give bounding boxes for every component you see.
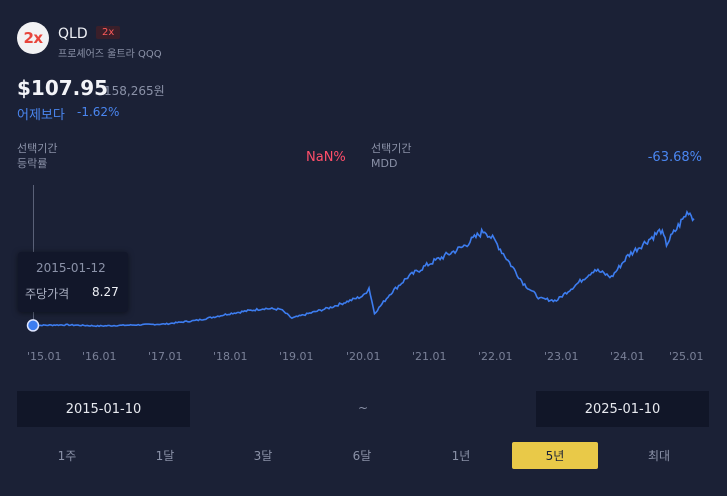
fund-name: 프로셰어즈 울트라 QQQ <box>58 49 162 60</box>
data-point <box>65 324 67 326</box>
x-tick-label: '19.01 <box>279 350 314 363</box>
data-point <box>495 241 497 243</box>
mdd-label: 선택기간 MDD <box>371 141 411 171</box>
data-point <box>627 255 629 257</box>
data-point <box>484 229 486 231</box>
data-point <box>429 263 431 265</box>
range-separator: ~ <box>358 401 369 415</box>
hover-point <box>26 319 40 332</box>
start-date-field[interactable]: 2015-01-10 <box>17 391 190 427</box>
period-return-label-line1: 선택기간 <box>17 142 58 155</box>
change-label: 어제보다 <box>17 108 65 123</box>
data-point <box>688 210 690 212</box>
data-point <box>462 246 464 248</box>
data-point <box>98 325 100 327</box>
period-return-label: 선택기간 등락률 <box>17 141 57 171</box>
x-tick-label: '21.01 <box>412 350 447 363</box>
data-point <box>407 276 409 278</box>
fund-logo: 2x <box>17 22 49 54</box>
data-point <box>555 300 557 302</box>
x-tick-label: '16.01 <box>82 350 117 363</box>
price-usd: $107.95 <box>17 76 109 100</box>
x-tick-label: '17.01 <box>148 350 183 363</box>
data-point <box>263 307 265 309</box>
data-point <box>594 268 596 270</box>
period-button[interactable]: 최대 <box>647 449 671 463</box>
data-point <box>280 308 282 310</box>
mdd-label-line1: 선택기간 <box>371 142 412 155</box>
data-point <box>197 319 199 321</box>
data-point <box>368 287 370 289</box>
change-value: -1.62% <box>77 105 120 119</box>
tooltip-date: 2015-01-12 <box>36 261 106 275</box>
x-tick-label: '24.01 <box>610 350 645 363</box>
mdd-value: -63.68% <box>647 150 702 165</box>
period-return-value: NaN% <box>306 150 346 165</box>
data-point <box>363 295 365 297</box>
leverage-badge: 2x <box>96 26 121 39</box>
period-button[interactable]: 6달 <box>352 449 372 463</box>
data-point <box>522 282 524 284</box>
period-button[interactable]: 1달 <box>155 449 175 463</box>
x-tick-label: '18.01 <box>213 350 248 363</box>
data-point <box>666 243 668 245</box>
mdd-label-line2: MDD <box>371 157 398 170</box>
data-point <box>131 324 133 326</box>
chart-tooltip: 2015-01-12 주당가격 8.27 <box>18 252 128 312</box>
data-point <box>610 276 612 278</box>
end-date-field[interactable]: 2025-01-10 <box>536 391 709 427</box>
data-point <box>291 317 293 319</box>
period-button[interactable]: 3달 <box>253 449 273 463</box>
data-point <box>693 218 695 220</box>
data-point <box>390 292 392 294</box>
period-button[interactable]: 1주 <box>57 449 77 463</box>
period-button[interactable]: 1년 <box>451 449 471 463</box>
period-button[interactable]: 5년 <box>512 442 598 469</box>
data-point <box>230 312 232 314</box>
x-tick-label: '20.01 <box>346 350 381 363</box>
period-return-label-line2: 등락률 <box>17 157 48 170</box>
data-point <box>374 312 376 314</box>
price-krw: 158,265원 <box>104 84 165 98</box>
tooltip-value: 8.27 <box>92 285 119 299</box>
x-tick-label: '23.01 <box>544 350 579 363</box>
price-series-line <box>32 209 695 328</box>
data-point <box>539 298 541 300</box>
x-tick-label: '25.01 <box>669 350 704 363</box>
tooltip-label: 주당가격 <box>25 287 70 301</box>
data-point <box>660 229 662 231</box>
x-tick-label: '22.01 <box>478 350 513 363</box>
ticker-symbol: QLD <box>58 26 88 42</box>
x-tick-label: '15.01 <box>27 350 62 363</box>
data-point <box>164 323 166 325</box>
data-point <box>329 307 331 309</box>
